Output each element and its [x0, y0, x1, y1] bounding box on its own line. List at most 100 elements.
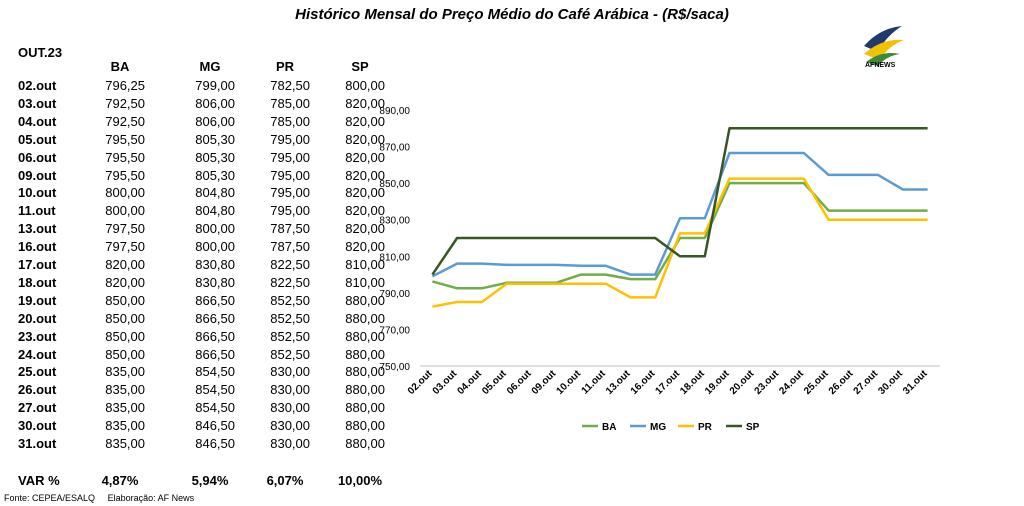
- table-cell: 806,00: [195, 113, 235, 129]
- y-tick-label: 830,00: [379, 216, 410, 227]
- table-cell: 880,00: [345, 418, 385, 434]
- row-date: 02.out: [18, 78, 57, 93]
- table-cell: 800,00: [345, 78, 385, 93]
- table-cell: 866,50: [195, 292, 235, 308]
- table-cell: 830,80: [195, 274, 235, 290]
- table-cell: 854,50: [195, 364, 235, 380]
- var-label: VAR %: [18, 473, 60, 488]
- table-cell: 797,50: [105, 221, 145, 237]
- table-cell: 820,00: [345, 113, 385, 129]
- legend-label-sp: SP: [746, 422, 760, 433]
- x-tick-label: 06.out: [505, 368, 534, 397]
- table-cell: 820,00: [105, 274, 145, 290]
- x-tick-label: 03.out: [431, 368, 460, 397]
- table-cell: 820,00: [345, 221, 385, 237]
- table-cell: 880,00: [345, 400, 385, 416]
- row-date: 18.out: [18, 274, 57, 290]
- table-cell: 835,00: [105, 382, 145, 398]
- logo-text: AFNEWS: [865, 62, 896, 69]
- footer: Fonte: CEPEA/ESALQ Elaboração: AF News: [4, 493, 204, 503]
- x-tick-label: 18.out: [678, 368, 707, 397]
- table-cell: 795,50: [105, 149, 145, 165]
- column-header-sp: SP: [351, 59, 369, 74]
- table-cell: 880,00: [345, 364, 385, 380]
- table-cell: 799,00: [195, 78, 235, 93]
- table-cell: 805,30: [195, 167, 235, 183]
- legend-label-pr: PR: [698, 422, 713, 433]
- table-cell: 850,00: [105, 310, 145, 326]
- table-cell: 866,50: [195, 310, 235, 326]
- table-cell: 795,00: [270, 167, 310, 183]
- table-cell: 830,00: [270, 400, 310, 416]
- table-cell: 846,50: [195, 436, 235, 451]
- var-value-pr: 6,07%: [266, 473, 304, 488]
- table-cell: 830,80: [195, 257, 235, 272]
- table-cell: 800,00: [105, 203, 145, 219]
- table-cell: 792,50: [105, 95, 145, 111]
- table-cell: 787,50: [270, 221, 310, 237]
- table-cell: 792,50: [105, 113, 145, 129]
- x-tick-label: 13.out: [604, 368, 633, 397]
- x-tick-label: 19.out: [703, 368, 732, 397]
- x-tick-label: 23.out: [753, 368, 782, 397]
- var-value-sp: 10,00%: [337, 473, 383, 488]
- row-date: 09.out: [18, 167, 57, 183]
- row-date: 19.out: [18, 292, 57, 308]
- table-cell: 880,00: [345, 346, 385, 362]
- table-cell: 822,50: [270, 257, 310, 272]
- table-cell: 880,00: [345, 292, 385, 308]
- table-cell: 795,00: [270, 131, 310, 147]
- x-tick-label: 24.out: [777, 368, 806, 397]
- table-cell: 854,50: [195, 400, 235, 416]
- row-date: 26.out: [18, 382, 57, 398]
- series-line-sp: [431, 127, 928, 276]
- table-cell: 880,00: [345, 436, 385, 451]
- table-cell: 830,00: [270, 436, 310, 451]
- row-date: 13.out: [18, 221, 57, 237]
- row-date: 31.out: [18, 436, 57, 451]
- y-tick-label: 790,00: [379, 289, 410, 300]
- table-cell: 800,00: [195, 221, 235, 237]
- table-cell: 795,50: [105, 167, 145, 183]
- x-tick-label: 20.out: [728, 368, 757, 397]
- table-cell: 835,00: [105, 418, 145, 434]
- var-value-ba: 4,87%: [101, 473, 139, 488]
- row-date: 20.out: [18, 310, 57, 326]
- table-cell: 880,00: [345, 328, 385, 344]
- credit-text: Elaboração: AF News: [107, 493, 195, 503]
- table-cell: 830,00: [270, 418, 310, 434]
- legend-label-ba: BA: [602, 422, 616, 433]
- table-cell: 850,00: [105, 346, 145, 362]
- table-cell: 806,00: [195, 95, 235, 111]
- table-cell: 820,00: [345, 149, 385, 165]
- table-cell: 795,50: [105, 131, 145, 147]
- afnews-logo: [864, 26, 904, 66]
- table-cell: 795,00: [270, 203, 310, 219]
- y-tick-label: 870,00: [379, 143, 410, 154]
- table-cell: 850,00: [105, 292, 145, 308]
- source-text: Fonte: CEPEA/ESALQ: [4, 493, 96, 503]
- row-date: 03.out: [18, 95, 57, 111]
- x-tick-label: 17.out: [654, 368, 683, 397]
- y-tick-label: 810,00: [379, 252, 410, 263]
- table-cell: 852,50: [270, 346, 310, 362]
- table-cell: 820,00: [345, 131, 385, 147]
- table-cell: 820,00: [345, 95, 385, 111]
- column-header-pr: PR: [275, 59, 295, 74]
- row-date: 23.out: [18, 328, 57, 344]
- table-cell: 800,00: [195, 239, 235, 255]
- table-cell: 835,00: [105, 364, 145, 380]
- row-date: 17.out: [18, 257, 57, 272]
- table-cell: 795,00: [270, 185, 310, 201]
- row-date: 24.out: [18, 346, 57, 362]
- table-cell: 846,50: [195, 418, 235, 434]
- y-tick-label: 770,00: [379, 325, 410, 336]
- table-cell: 835,00: [105, 400, 145, 416]
- table-cell: 830,00: [270, 364, 310, 380]
- table-cell: 785,00: [270, 113, 310, 129]
- table-cell: 852,50: [270, 310, 310, 326]
- table-cell: 785,00: [270, 95, 310, 111]
- table-cell: 822,50: [270, 274, 310, 290]
- table-cell: 795,00: [270, 149, 310, 165]
- table-cell: 804,80: [195, 185, 235, 201]
